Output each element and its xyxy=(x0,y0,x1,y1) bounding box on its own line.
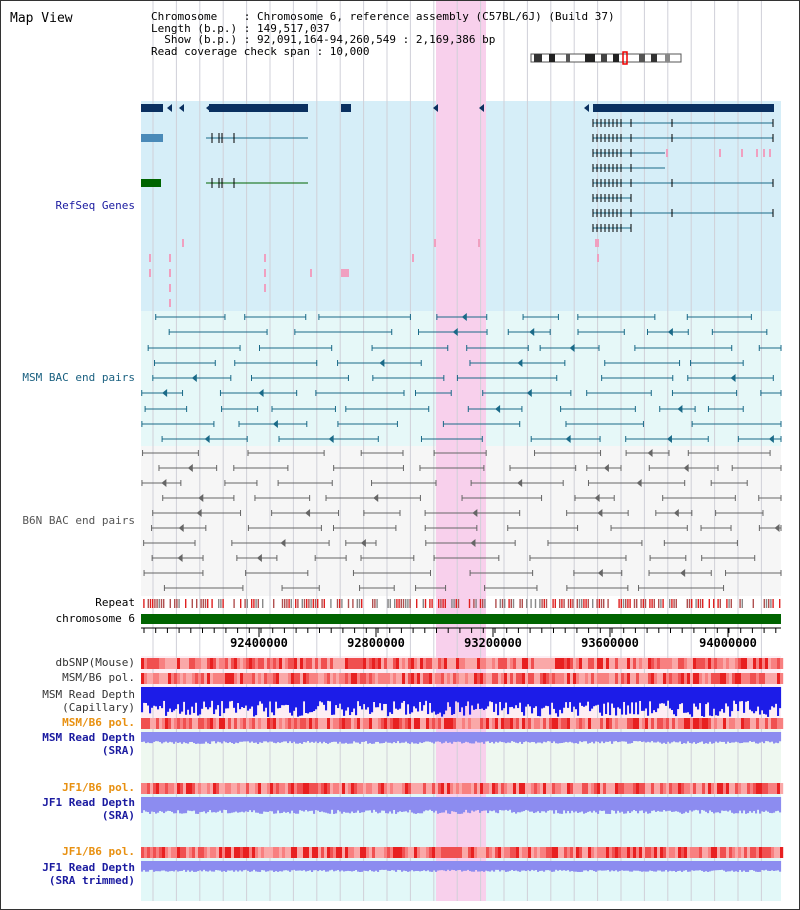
jf1-read-depth-trimmed-line2: (SRA trimmed) xyxy=(48,873,135,887)
jf1-b6-pol-trimmed-label[interactable]: JF1/B6 pol. xyxy=(62,845,135,858)
jf1-read-depth-sra-histogram xyxy=(141,797,782,814)
chromosome-info: Chromosome : Chromosome 6, reference ass… xyxy=(151,10,615,23)
map-view-title: Map View xyxy=(10,11,73,26)
chromosome-label[interactable]: chromosome 6 xyxy=(55,612,135,625)
msm-bac-end-pairs-label[interactable]: MSM BAC end pairs xyxy=(22,371,135,384)
axis-tick-label: 93600000 xyxy=(581,636,639,650)
refseq-genes-label[interactable]: RefSeq Genes xyxy=(55,199,135,212)
ideogram-position-marker xyxy=(622,51,628,65)
refseq-gene-models xyxy=(141,104,774,307)
dbsnp-label[interactable]: dbSNP(Mouse) xyxy=(55,656,135,669)
jf1-read-depth-trimmed-line1: JF1 Read Depth xyxy=(42,861,135,874)
b6n-bac-end-pairs-label[interactable]: B6N BAC end pairs xyxy=(22,514,135,527)
msm-read-depth-sra-line2: (SRA) xyxy=(101,743,135,757)
chromosome-ideogram xyxy=(530,51,682,65)
axis-tick-label: 92800000 xyxy=(347,636,405,650)
jf1-read-depth-sra-label[interactable]: JF1 Read Depth (SRA) xyxy=(42,796,135,822)
msm-read-depth-sra-histogram xyxy=(141,732,782,744)
axis-tick-label: 94000000 xyxy=(699,636,757,650)
b6n-bac-end-pairs xyxy=(141,449,782,591)
msm-read-depth-sra-line1: MSM Read Depth xyxy=(42,731,135,744)
selected-region-highlight xyxy=(436,1,486,901)
jf1-b6-pol-trimmed-strip xyxy=(141,847,784,858)
msm-read-depth-capillary-line1: MSM Read Depth xyxy=(42,688,135,701)
chromosome-bar xyxy=(141,614,781,624)
msm-b6-pol-strip xyxy=(141,673,784,684)
coverage-info: Read coverage check span : 10,000 xyxy=(151,44,370,58)
axis-tick-label: 92400000 xyxy=(230,636,288,650)
msm-read-depth-sra-label[interactable]: MSM Read Depth (SRA) xyxy=(42,731,135,757)
jf1-read-depth-sra-line1: JF1 Read Depth xyxy=(42,796,135,809)
show-info: Show (b.p.) : 92,091,164-94,260,549 : 2,… xyxy=(151,33,496,46)
position-axis: 92400000 92800000 93200000 93600000 94000000 xyxy=(141,627,781,650)
region-info: Chromosome : Chromosome 6, reference ass… xyxy=(151,11,615,57)
jf1-read-depth-sra-line2: (SRA) xyxy=(101,808,135,822)
repeat-track xyxy=(143,599,781,608)
msm-b6-pol-sra-label[interactable]: MSM/B6 pol. xyxy=(62,716,135,729)
msm-read-depth-capillary-histogram xyxy=(141,687,782,717)
msm-b6-pol-label[interactable]: MSM/B6 pol. xyxy=(62,671,135,684)
jf1-read-depth-trimmed-label[interactable]: JF1 Read Depth (SRA trimmed) xyxy=(42,861,135,887)
jf1-b6-pol-label[interactable]: JF1/B6 pol. xyxy=(62,781,135,794)
msm-read-depth-capillary-label[interactable]: MSM Read Depth (Capillary) xyxy=(42,688,135,714)
msm-b6-pol-sra-strip xyxy=(141,718,784,729)
repeat-label[interactable]: Repeat xyxy=(95,596,135,609)
axis-tick-label: 93200000 xyxy=(464,636,522,650)
msm-bac-end-pairs xyxy=(141,313,782,443)
msm-read-depth-capillary-line2: (Capillary) xyxy=(62,700,135,714)
length-info: Length (b.p.) : 149,517,037 xyxy=(151,21,330,35)
jf1-read-depth-trimmed-histogram xyxy=(141,861,782,872)
jf1-b6-pol-strip xyxy=(141,783,784,794)
dbsnp-strip xyxy=(141,658,784,669)
